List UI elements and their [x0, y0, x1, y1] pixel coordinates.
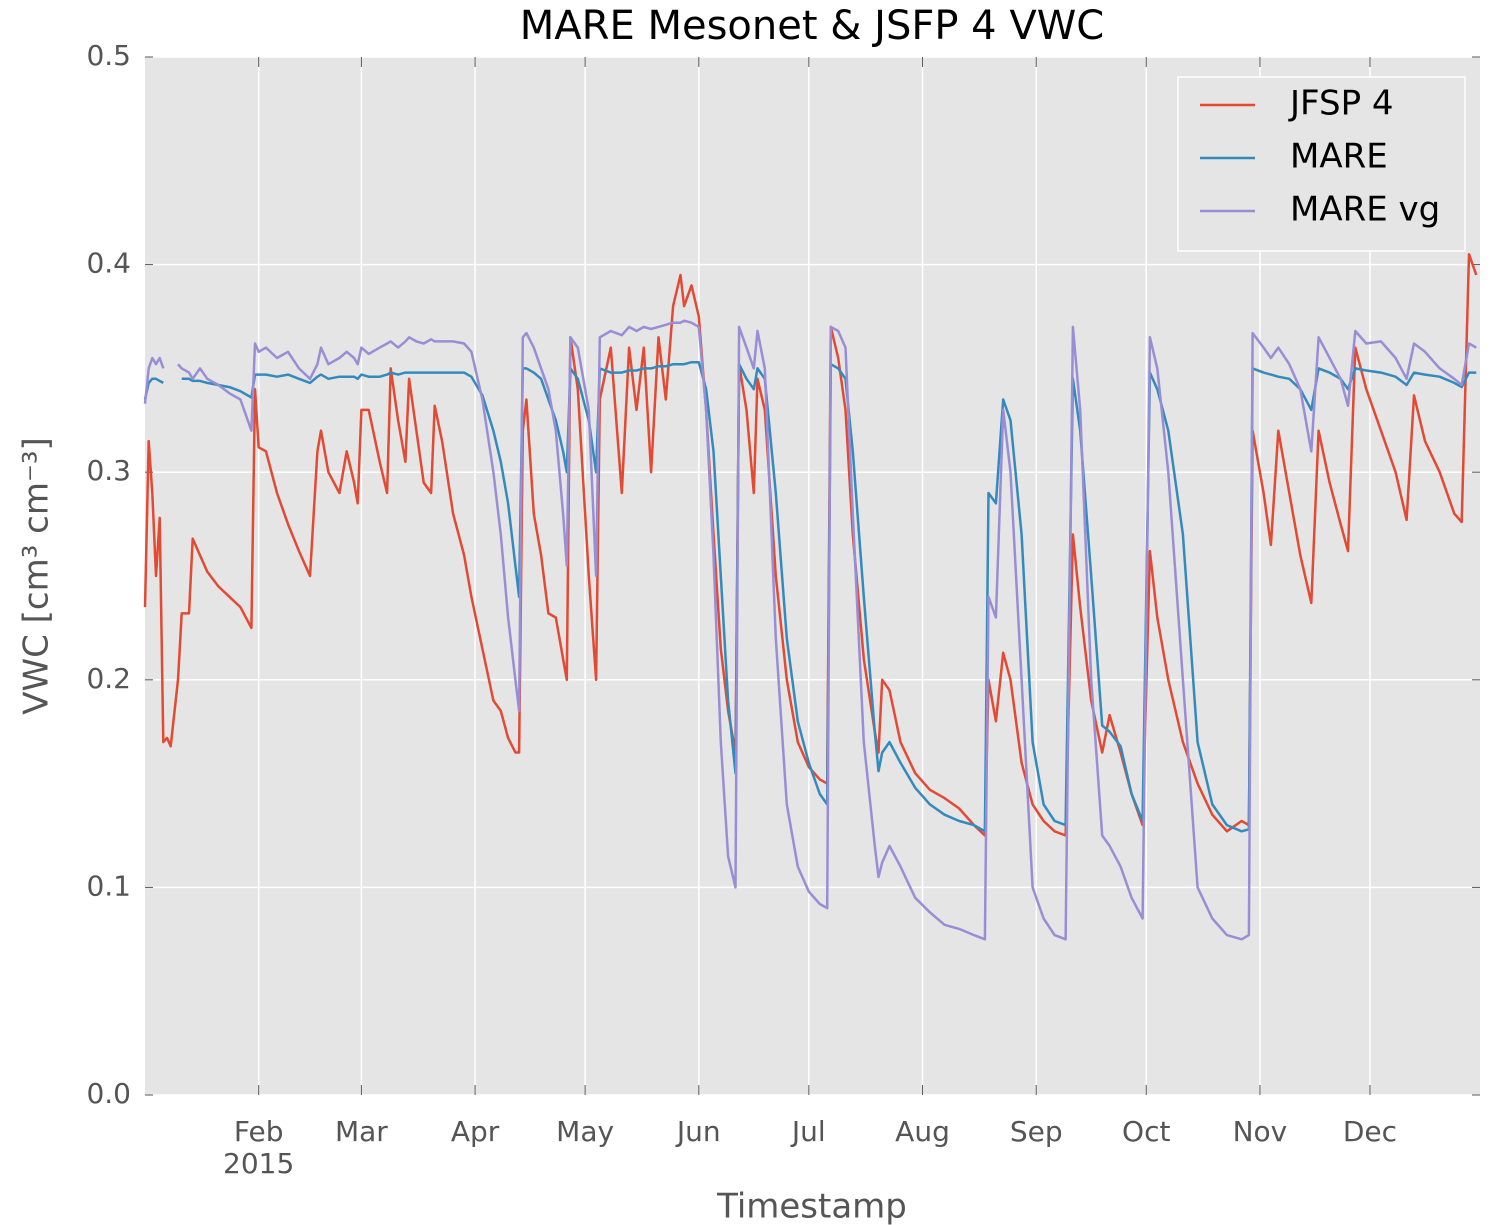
x-tick-label: Aug: [895, 1115, 950, 1148]
legend-label: JFSP 4: [1288, 84, 1394, 124]
x-tick-label: Dec: [1343, 1115, 1397, 1148]
chart-title: MARE Mesonet & JSFP 4 VWC: [520, 3, 1104, 49]
x-axis-label: Timestamp: [716, 1187, 907, 1225]
year-label: 2015: [223, 1147, 294, 1180]
x-tick-label: Apr: [451, 1115, 500, 1148]
y-tick-label: 0.0: [86, 1077, 131, 1110]
x-tick-label: Mar: [335, 1115, 388, 1148]
legend-label: MARE: [1290, 137, 1388, 177]
y-tick-label: 0.3: [86, 454, 131, 487]
x-tick-label: Oct: [1122, 1115, 1170, 1148]
y-axis-label: VWC [cm³ cm⁻³]: [17, 437, 57, 715]
x-tick-label: Jul: [790, 1115, 826, 1148]
x-tick-label: Nov: [1233, 1115, 1288, 1148]
y-tick-label: 0.5: [86, 39, 131, 72]
y-tick-label: 0.1: [86, 869, 131, 902]
x-tick-label: Sep: [1010, 1115, 1063, 1148]
y-tick-label: 0.4: [86, 247, 131, 280]
x-tick-label: Feb: [234, 1115, 284, 1148]
x-tick-label: May: [556, 1115, 614, 1148]
legend-label: MARE vg: [1290, 190, 1440, 230]
data-line: [143, 319, 1477, 941]
x-tick-label: Jun: [675, 1115, 721, 1148]
y-tick-label: 0.2: [86, 662, 131, 695]
